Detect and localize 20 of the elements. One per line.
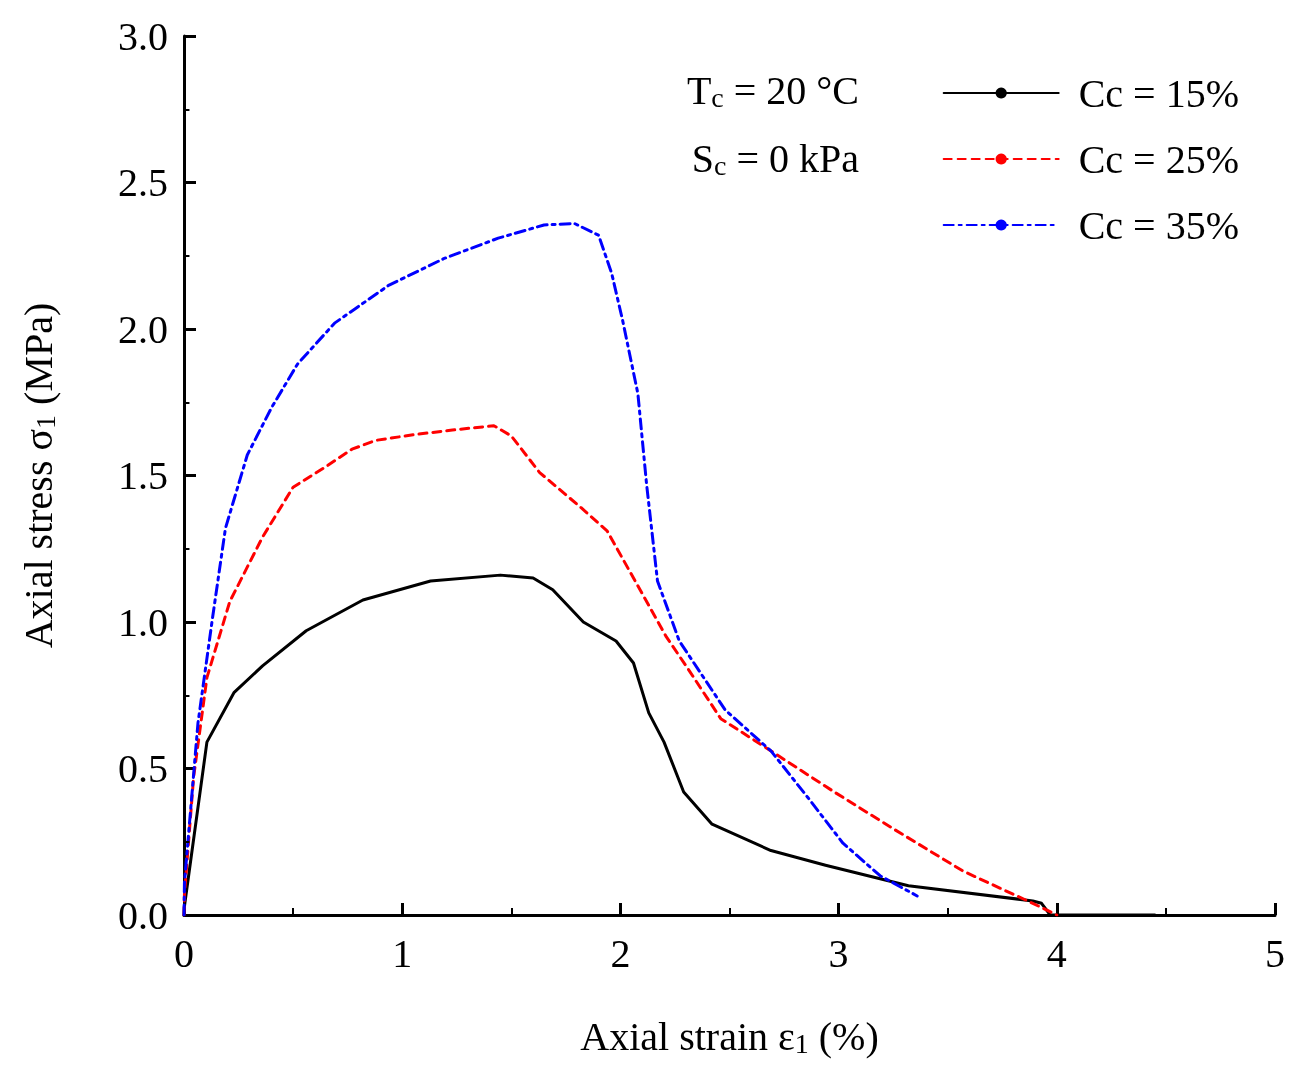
y-tick-label: 3.0: [118, 13, 168, 59]
x-tick-label: 2: [610, 930, 631, 976]
annotation: Sc = 0 kPa: [691, 135, 860, 181]
y-tick-label: 0.0: [118, 892, 168, 938]
y-tick-label: 0.5: [118, 746, 168, 791]
y-axis-title: Axial stress σ1 (MPa): [15, 302, 61, 649]
x-axis-title: Axial strain ε1 (%): [580, 1013, 879, 1059]
x-tick-label: 1: [392, 930, 413, 976]
annotation: Tc = 20 °C: [686, 67, 859, 113]
x-tick-label: 3: [828, 930, 849, 976]
x-tick-label: 5: [1265, 930, 1285, 976]
x-tick-label: 0: [174, 930, 194, 976]
x-tick-label: 4: [1046, 930, 1067, 976]
y-tick-label: 2.5: [118, 160, 168, 205]
legend-label: Cc = 15%: [1078, 70, 1239, 116]
y-tick-label: 1.5: [118, 453, 168, 498]
y-tick-label: 2.0: [118, 306, 168, 352]
legend-label: Cc = 35%: [1078, 202, 1239, 248]
y-tick-label: 1.0: [118, 599, 168, 645]
legend-label: Cc = 25%: [1078, 136, 1239, 182]
